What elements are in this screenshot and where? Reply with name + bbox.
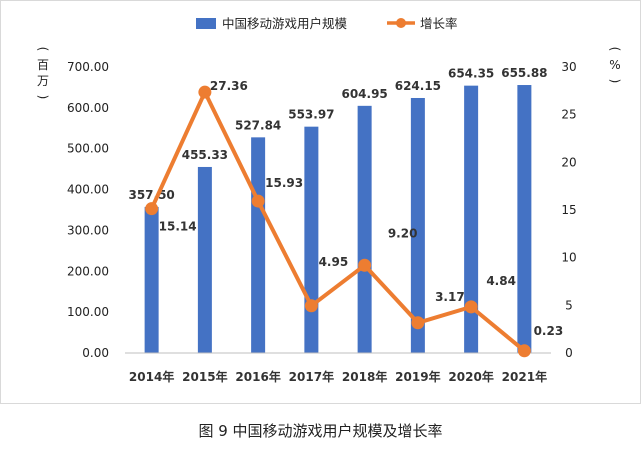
axis-title-char: 百: [37, 58, 49, 72]
y-right-tick-label: 15: [561, 203, 576, 217]
y-right-axis-title: (%): [608, 47, 622, 84]
x-tick-label: 2021年: [502, 369, 547, 384]
axis-title-char: 万: [37, 74, 49, 88]
axis-title-char: ): [608, 79, 622, 84]
axis-title-char: (: [36, 47, 50, 52]
line-data-labels: 15.14 27.36 15.93 4.95 9.20 3.17 4.84 0.23: [159, 79, 564, 338]
y-left-tick-label: 700.00: [67, 60, 109, 74]
x-tick-label: 2020年: [448, 369, 493, 384]
y-left-axis-title: ( 百万): [36, 47, 50, 100]
x-tick-label: 2017年: [289, 369, 334, 384]
y-left-tick-label: 200.00: [67, 264, 109, 278]
line-marker: [411, 316, 425, 330]
bar: [197, 166, 212, 353]
x-tick-label: 2018年: [342, 369, 387, 384]
y-left-tick-label: 300.00: [67, 223, 109, 237]
x-tick-label: 2014年: [129, 369, 174, 384]
axis-title-char: %: [609, 58, 620, 72]
bar-data-labels: 357.50 455.33 527.84 553.97 604.95 624.15 654.…: [128, 66, 547, 202]
chart-frame: 中国移动游戏用户规模 增长率 (百万) (%) 0.00 100.00 200.00…: [0, 0, 641, 404]
y-right-tick-label: 20: [561, 155, 576, 169]
bar-data-label: 655.88: [501, 66, 547, 80]
y-left-tick-label: 600.00: [67, 101, 109, 115]
figure-caption: 图 9 中国移动游戏用户规模及增长率: [198, 422, 443, 440]
bar-data-label: 604.95: [341, 87, 387, 101]
bar-data-label: 624.15: [395, 79, 441, 93]
bar: [357, 105, 372, 353]
line-marker: [517, 344, 531, 358]
line-data-label: 4.95: [319, 255, 349, 269]
y-left-tick-label: 0.00: [82, 346, 109, 360]
line-marker: [464, 300, 478, 314]
bar-data-label: 455.33: [182, 148, 228, 162]
x-tick-label: 2015年: [182, 369, 227, 384]
axis-title-char: (: [608, 47, 622, 52]
y-right-tick-labels: 0 5 10 15 20 25 30: [561, 60, 576, 360]
bar: [304, 126, 319, 353]
bar-data-label: 357.50: [128, 188, 174, 202]
bar: [144, 206, 159, 353]
x-tick-labels: 2014年 2015年 2016年 2017年 2018年 2019年 2020年 2021年: [129, 369, 547, 384]
line-marker: [251, 194, 265, 208]
legend: 中国移动游戏用户规模 增长率: [196, 16, 458, 31]
bar: [410, 97, 425, 353]
axis-title-char: ): [36, 95, 50, 100]
x-tick-label: 2016年: [235, 369, 280, 384]
line-marker: [145, 202, 159, 216]
y-right-tick-label: 10: [561, 251, 576, 265]
line-data-label: 4.84: [486, 274, 516, 288]
y-right-tick-label: 25: [561, 108, 576, 122]
y-left-tick-label: 400.00: [67, 183, 109, 197]
line-data-label: 15.93: [265, 176, 303, 190]
bar: [251, 137, 266, 353]
line-data-label: 0.23: [534, 324, 564, 338]
line-marker: [304, 299, 318, 313]
bar-data-label: 654.35: [448, 67, 494, 81]
legend-label-bar: 中国移动游戏用户规模: [222, 16, 348, 31]
line-data-label: 27.36: [210, 79, 248, 93]
legend-label-line: 增长率: [420, 16, 458, 31]
y-left-tick-label: 100.00: [67, 305, 109, 319]
line-series: [145, 85, 531, 358]
line-data-label: 9.20: [388, 226, 418, 240]
bar: [464, 85, 479, 354]
growth-line: [149, 90, 527, 353]
legend-swatch-bar: [196, 18, 216, 29]
legend-swatch-marker: [396, 18, 406, 28]
bar: [517, 85, 532, 353]
y-left-tick-labels: 0.00 100.00 200.00 300.00 400.00 500.00 600.00…: [67, 60, 109, 360]
y-left-tick-label: 500.00: [67, 142, 109, 156]
line-data-label: 15.14: [159, 220, 197, 234]
bar-series: [144, 85, 532, 354]
line-data-label: 3.17: [435, 290, 465, 304]
bar-data-label: 553.97: [288, 108, 334, 122]
y-right-tick-label: 30: [561, 60, 576, 74]
y-right-tick-label: 5: [565, 298, 573, 312]
chart: 中国移动游戏用户规模 增长率 (百万) (%) 0.00100.00200.00…: [36, 16, 622, 384]
x-tick-label: 2019年: [395, 369, 440, 384]
line-marker: [198, 85, 212, 99]
bar-data-label: 527.84: [235, 118, 281, 132]
y-right-tick-label: 0: [565, 346, 573, 360]
line-marker: [358, 258, 372, 272]
